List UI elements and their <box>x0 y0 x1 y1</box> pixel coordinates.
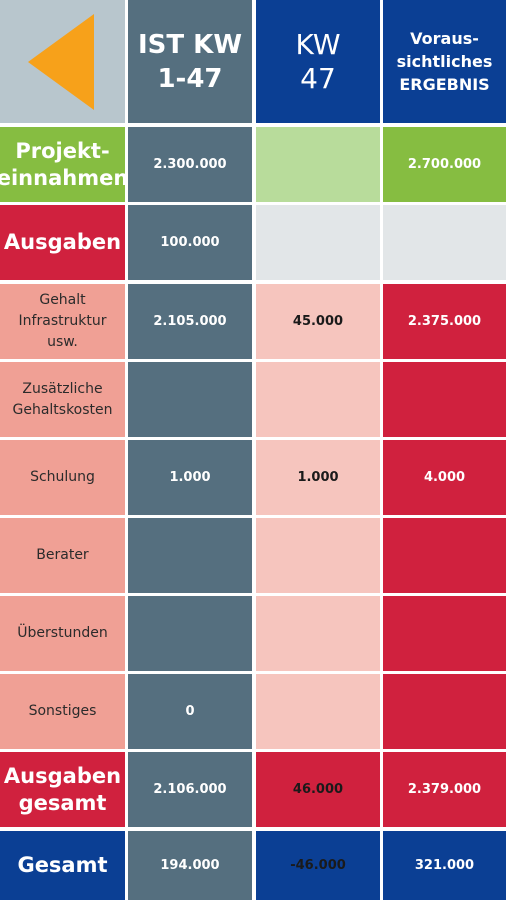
cell-zusatz-ist <box>128 362 252 437</box>
col-header-ergebnis-line2: sichtliches <box>396 52 493 71</box>
col-header-kw: KW 47 <box>256 0 380 123</box>
row-label-zusatz: Zusätzliche Gehaltskosten <box>0 362 125 437</box>
row-label-ausgaben-gesamt: Ausgaben gesamt <box>0 752 125 827</box>
cell-gesamt-kw: -46.000 <box>256 831 380 900</box>
col-header-kw-line1: KW <box>295 27 341 61</box>
col-header-kw-line2: 47 <box>300 61 336 95</box>
row-label-line1: Zusätzliche <box>22 380 103 397</box>
cell-ueberstunden-ergebnis <box>383 596 506 671</box>
cell-projekteinnahmen-ergebnis: 2.700.000 <box>383 127 506 202</box>
cell-ueberstunden-ist <box>128 596 252 671</box>
row-label-line3: usw. <box>47 334 78 350</box>
cell-berater-kw <box>256 518 380 593</box>
cell-gehalt-kw: 45.000 <box>256 284 380 359</box>
cell-ausgaben-gesamt-ergebnis: 2.379.000 <box>383 752 506 827</box>
cell-schulung-ergebnis: 4.000 <box>383 440 506 515</box>
col-header-ist-line1: IST KW <box>137 29 242 60</box>
cell-ausgaben-gesamt-kw: 46.000 <box>256 752 380 827</box>
cell-gesamt-ist: 194.000 <box>128 831 252 900</box>
row-label-line2: Infrastruktur <box>18 313 107 329</box>
cell-ausgaben-gesamt-ist: 2.106.000 <box>128 752 252 827</box>
cell-gesamt-ergebnis: 321.000 <box>383 831 506 900</box>
cell-ausgaben-ist: 100.000 <box>128 205 252 280</box>
col-header-ist: IST KW 1-47 <box>128 0 252 123</box>
back-button[interactable] <box>0 0 125 123</box>
cell-schulung-ist: 1.000 <box>128 440 252 515</box>
row-label-ueberstunden: Überstunden <box>0 596 125 671</box>
col-header-ist-line2: 1-47 <box>157 63 223 94</box>
row-label-line2: Gehaltskosten <box>12 401 113 418</box>
row-label-gehalt: Gehalt Infrastruktur usw. <box>0 284 125 359</box>
row-label-line1: Ausgaben <box>3 763 122 788</box>
cell-zusatz-kw <box>256 362 380 437</box>
row-label-schulung: Schulung <box>0 440 125 515</box>
row-label-projekteinnahmen: Projekt- einnahmen <box>0 127 129 202</box>
cell-schulung-kw: 1.000 <box>256 440 380 515</box>
cell-zusatz-ergebnis <box>383 362 506 437</box>
cell-berater-ergebnis <box>383 518 506 593</box>
row-label-line1: Gehalt <box>39 292 86 308</box>
cell-ausgaben-ergebnis <box>383 205 506 280</box>
cell-gehalt-ist: 2.105.000 <box>128 284 252 359</box>
triangle-left-icon <box>27 13 94 110</box>
row-label-ausgaben: Ausgaben <box>0 205 125 280</box>
cell-projekteinnahmen-kw <box>256 127 380 202</box>
col-header-ergebnis: Voraus- sichtliches ERGEBNIS <box>383 0 506 123</box>
row-label-line1: Projekt- <box>15 138 110 163</box>
cell-gehalt-ergebnis: 2.375.000 <box>383 284 506 359</box>
cell-projekteinnahmen-ist: 2.300.000 <box>128 127 252 202</box>
row-label-sonstiges: Sonstiges <box>0 674 125 749</box>
col-header-ergebnis-line3: ERGEBNIS <box>399 75 490 94</box>
cell-berater-ist <box>128 518 252 593</box>
cell-sonstiges-ist: 0 <box>128 674 252 749</box>
cell-ueberstunden-kw <box>256 596 380 671</box>
row-label-line2: gesamt <box>18 790 107 815</box>
row-label-line2: einnahmen <box>0 165 129 190</box>
row-label-berater: Berater <box>0 518 125 593</box>
row-label-gesamt: Gesamt <box>0 831 125 900</box>
cell-sonstiges-kw <box>256 674 380 749</box>
cell-ausgaben-kw <box>256 205 380 280</box>
col-header-ergebnis-line1: Voraus- <box>410 29 479 48</box>
cell-sonstiges-ergebnis <box>383 674 506 749</box>
